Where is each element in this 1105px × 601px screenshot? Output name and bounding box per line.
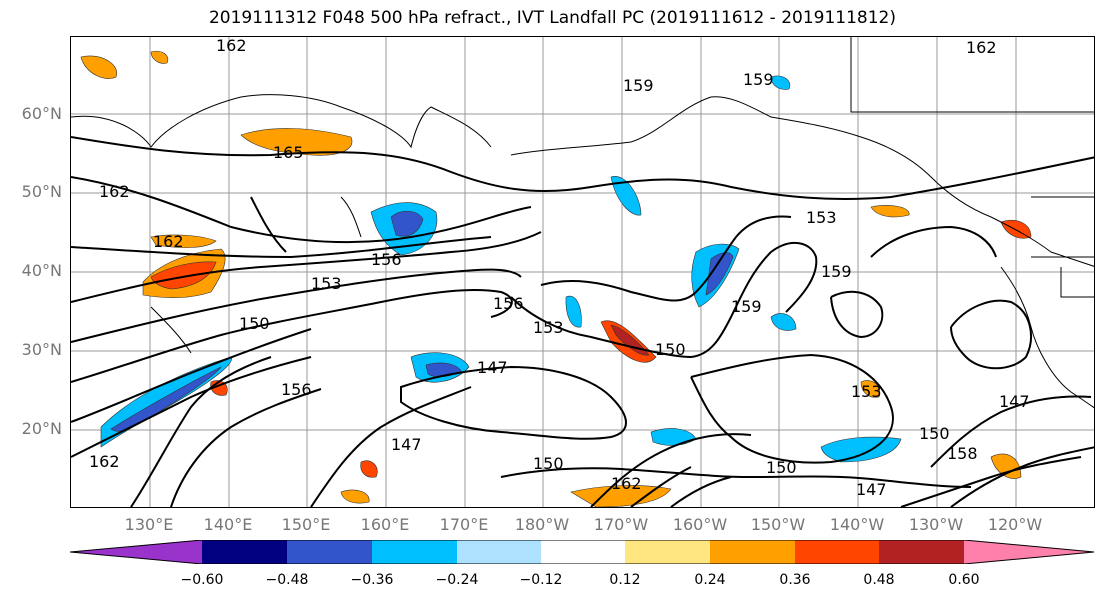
contour-label: 153	[851, 382, 882, 401]
lon-label-160e: 160°E	[360, 515, 410, 534]
colorbar-svg	[69, 539, 1095, 565]
contour-value-labels: 162 162 159 159 165 162 162 159 153 156 …	[89, 37, 1030, 499]
lon-label-170w: 170°W	[593, 515, 649, 534]
contour-label: 147	[856, 480, 887, 499]
contour-label: 156	[493, 294, 524, 313]
colorbar-extend-high	[964, 540, 1094, 564]
colorbar-bin	[625, 540, 710, 564]
colorbar-tick-label: 0.12	[609, 572, 641, 588]
contour-label: 159	[743, 70, 774, 89]
colorbar-bin	[879, 540, 964, 564]
contour-label: 147	[477, 358, 508, 377]
lat-label-40n: 40°N	[21, 261, 62, 280]
contour-label: 150	[766, 458, 797, 477]
contour-label: 159	[821, 262, 852, 281]
lon-label-140w: 140°W	[829, 515, 885, 534]
colorbar-tick-label: −0.24	[435, 572, 479, 588]
lon-label-180w: 180°W	[514, 515, 570, 534]
colorbar-tick-label: −0.60	[180, 572, 224, 588]
contour-label: 162	[153, 232, 184, 251]
lat-label-20n: 20°N	[21, 419, 62, 438]
map-canvas: 162 162 159 159 165 162 162 159 153 156 …	[71, 37, 1094, 507]
coastlines	[71, 37, 1094, 409]
shaded-anomalies	[80, 50, 1032, 507]
lon-label-150w: 150°W	[750, 515, 806, 534]
lon-label-160w: 160°W	[672, 515, 728, 534]
colorbar-tick-label: 0.24	[694, 572, 726, 588]
lat-label-60n: 60°N	[21, 104, 62, 123]
map-title: 2019111312 F048 500 hPa refract., IVT La…	[208, 8, 896, 28]
colorbar-bin	[372, 540, 457, 564]
colorbar-bin	[287, 540, 372, 564]
map-panel: 162 162 159 159 165 162 162 159 153 156 …	[70, 36, 1095, 508]
colorbar-tick-label: −0.36	[350, 572, 394, 588]
contour-label: 147	[391, 435, 422, 454]
contour-label: 162	[99, 182, 130, 201]
lon-label-140e: 140°E	[203, 515, 253, 534]
colorbar-tick-label: 0.48	[863, 572, 895, 588]
contour-label: 156	[371, 250, 402, 269]
contour-label: 150	[919, 424, 950, 443]
lon-label-120w: 120°W	[987, 515, 1043, 534]
colorbar-tick-label: −0.12	[519, 572, 563, 588]
height-contours	[71, 136, 1094, 507]
colorbar-bin	[202, 540, 287, 564]
contour-label: 158	[947, 444, 978, 463]
contour-label: 150	[655, 340, 686, 359]
colorbar-tick-label: −0.48	[265, 572, 309, 588]
lon-label-170e: 170°E	[439, 515, 489, 534]
contour-label: 153	[533, 318, 564, 337]
contour-label: 159	[623, 76, 654, 95]
lat-label-50n: 50°N	[21, 182, 62, 201]
colorbar-tick-label: 0.36	[779, 572, 811, 588]
lon-label-130e: 130°E	[124, 515, 174, 534]
lon-label-150e: 150°E	[281, 515, 331, 534]
contour-label: 153	[806, 208, 837, 227]
colorbar-bin	[795, 540, 879, 564]
contour-label: 165	[273, 143, 304, 162]
lon-label-130w: 130°W	[908, 515, 964, 534]
contour-label: 156	[281, 380, 312, 399]
colorbar-bin	[541, 540, 625, 564]
contour-label: 162	[89, 452, 120, 471]
contour-label: 153	[311, 274, 342, 293]
contour-label: 147	[999, 392, 1030, 411]
contour-label: 162	[216, 37, 247, 55]
colorbar-extend-low	[70, 540, 202, 564]
contour-label: 162	[966, 38, 997, 57]
lat-label-30n: 30°N	[21, 340, 62, 359]
colorbar-bin	[710, 540, 795, 564]
contour-label: 150	[239, 314, 270, 333]
colorbar-tick-label: 0.60	[948, 572, 980, 588]
colorbar	[69, 539, 1095, 568]
contour-label: 162	[611, 474, 642, 493]
colorbar-bin	[457, 540, 541, 564]
contour-label: 159	[731, 297, 762, 316]
contour-label: 150	[533, 454, 564, 473]
